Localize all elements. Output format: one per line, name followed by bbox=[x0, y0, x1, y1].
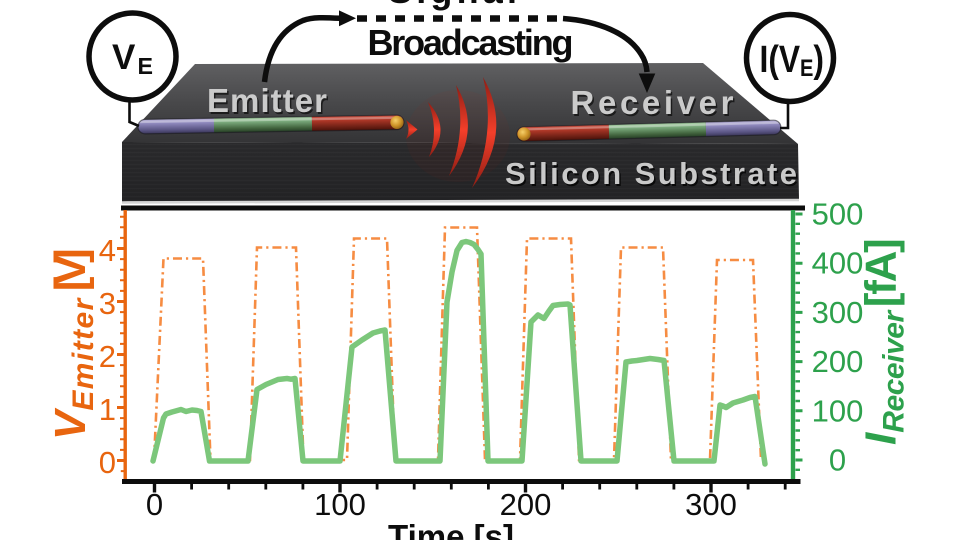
svg-text:500: 500 bbox=[812, 197, 864, 232]
svg-text:0: 0 bbox=[99, 445, 116, 480]
svg-text:100: 100 bbox=[314, 487, 366, 522]
svg-text:3: 3 bbox=[99, 286, 116, 321]
svg-text:2: 2 bbox=[99, 339, 116, 374]
svg-text:Emitter: Emitter bbox=[207, 82, 327, 119]
svg-text:Receiver: Receiver bbox=[571, 84, 734, 121]
svg-text:1: 1 bbox=[99, 392, 116, 427]
svg-text:I(VE): I(VE) bbox=[760, 39, 825, 82]
svg-text:0: 0 bbox=[146, 487, 163, 522]
svg-text:VEmitter[V]: VEmitter[V] bbox=[46, 248, 100, 440]
svg-text:V: V bbox=[112, 38, 136, 77]
svg-text:Silicon Substrate: Silicon Substrate bbox=[505, 156, 797, 191]
svg-text:400: 400 bbox=[812, 246, 864, 281]
svg-text:200: 200 bbox=[500, 487, 552, 522]
svg-text:Time [s]: Time [s] bbox=[388, 518, 514, 540]
svg-text:300: 300 bbox=[812, 295, 864, 330]
svg-text:200: 200 bbox=[812, 344, 864, 379]
svg-text:E: E bbox=[138, 53, 153, 79]
svg-text:Silicon Substrate: Silicon Substrate bbox=[507, 158, 799, 193]
svg-text:Emitter: Emitter bbox=[209, 84, 329, 121]
svg-text:4: 4 bbox=[99, 233, 116, 268]
svg-text:Receiver: Receiver bbox=[572, 86, 735, 123]
svg-text:IReceiver[fA]: IReceiver[fA] bbox=[857, 238, 911, 445]
svg-text:300: 300 bbox=[685, 487, 737, 522]
svg-text:Signal: Signal bbox=[388, 0, 517, 11]
svg-text:Broadcasting: Broadcasting bbox=[368, 22, 574, 63]
svg-text:0: 0 bbox=[829, 443, 846, 478]
svg-text:100: 100 bbox=[812, 393, 864, 428]
